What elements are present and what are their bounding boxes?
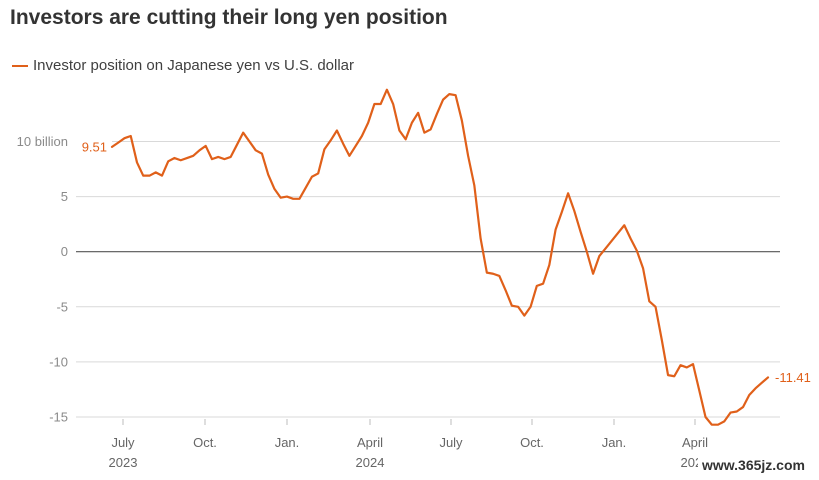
y-tick-label: 10 billion — [17, 134, 68, 149]
y-tick-label: 5 — [61, 189, 68, 204]
end-value-label: -11.41 — [775, 370, 811, 385]
x-tick-label: Jan. — [602, 435, 627, 450]
x-tick-label: July — [111, 435, 135, 450]
watermark: www.365jz.com — [698, 456, 809, 474]
y-tick-label: 0 — [61, 244, 68, 259]
y-axis: 10 billion 5 0 -5 -10 -15 — [17, 134, 68, 425]
y-tick-label: -5 — [56, 299, 68, 314]
chart-title: Investors are cutting their long yen pos… — [10, 6, 448, 29]
x-tick-year-label: 2023 — [109, 455, 138, 470]
x-tick-label: Oct. — [193, 435, 217, 450]
y-tick-label: -15 — [49, 410, 68, 425]
y-tick-label: -10 — [49, 354, 68, 369]
x-tick-label: April — [357, 435, 383, 450]
start-value-label: 9.51 — [82, 139, 107, 154]
x-tick-year-label: 2024 — [356, 455, 385, 470]
x-tick-label: Jan. — [275, 435, 300, 450]
x-axis: July 2023 Oct. Jan. April 2024 July Oct. Jan. Apr… — [109, 419, 709, 470]
x-tick-label: July — [439, 435, 463, 450]
legend-swatch — [12, 64, 28, 67]
legend: Investor position on Japanese yen vs U.S… — [12, 57, 354, 74]
x-tick-label: Oct. — [520, 435, 544, 450]
x-tick-label: April — [682, 435, 708, 450]
legend-label: Investor position on Japanese yen vs U.S… — [33, 57, 355, 74]
series-line — [110, 88, 770, 426]
grid — [76, 141, 780, 418]
